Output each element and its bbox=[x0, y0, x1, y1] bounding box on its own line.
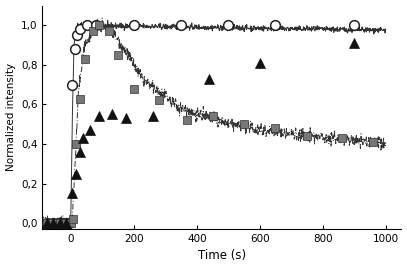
Y-axis label: Normalized intensity: Normalized intensity bbox=[6, 63, 15, 171]
X-axis label: Time (s): Time (s) bbox=[198, 250, 246, 262]
